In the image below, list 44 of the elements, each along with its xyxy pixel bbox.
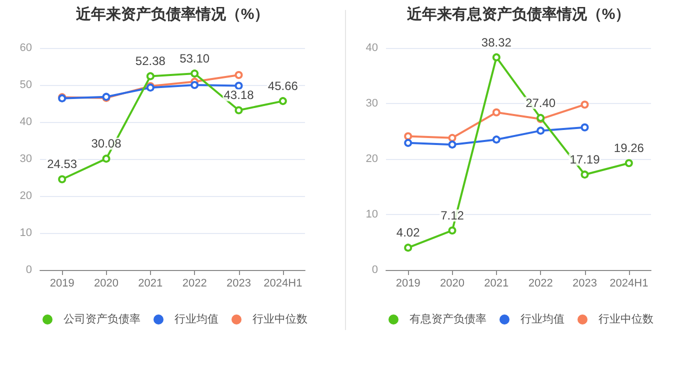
legend-label: 公司资产负债率 — [64, 312, 140, 326]
data-label: 17.19 — [570, 152, 600, 167]
y-tick-label: 20 — [366, 153, 378, 165]
data-label: 30.08 — [91, 136, 122, 151]
legend-label: 行业均值 — [520, 312, 564, 326]
x-tick-label: 2020 — [94, 278, 118, 290]
x-tick-label: 2023 — [226, 278, 251, 290]
legend-label: 有息资产负债率 — [410, 312, 486, 326]
y-tick-label: 0 — [26, 264, 32, 276]
data-label: 4.02 — [396, 226, 420, 240]
chart-title: 近年来资产负债率情况（%） — [74, 5, 270, 23]
x-tick-label: 2019 — [50, 278, 74, 290]
y-tick-label: 40 — [366, 42, 378, 54]
legend-label: 行业中位数 — [598, 312, 654, 326]
x-tick-label: 2021 — [138, 278, 163, 290]
legend-label: 行业中位数 — [252, 312, 308, 326]
data-label: 53.10 — [180, 52, 210, 66]
x-tick-label: 2021 — [484, 278, 509, 290]
data-label: 52.38 — [135, 54, 166, 68]
data-label: 43.18 — [224, 88, 254, 102]
y-tick-label: 30 — [20, 153, 32, 165]
data-label: 19.26 — [614, 141, 644, 156]
x-tick-label: 2022 — [528, 278, 553, 290]
y-tick-label: 30 — [366, 98, 378, 110]
x-tick-label: 2019 — [396, 278, 420, 290]
x-tick-label: 2024H1 — [610, 278, 648, 290]
y-tick-label: 40 — [20, 116, 32, 128]
y-tick-label: 60 — [20, 42, 32, 54]
chart-title: 近年来有息资产负债率情况（%） — [406, 5, 630, 23]
data-label: 27.40 — [526, 96, 556, 110]
x-tick-label: 2020 — [440, 278, 464, 290]
y-tick-label: 20 — [20, 190, 32, 202]
x-tick-label: 2023 — [572, 278, 597, 290]
y-tick-label: 10 — [366, 208, 378, 220]
y-tick-label: 0 — [372, 264, 378, 276]
y-tick-label: 50 — [20, 79, 32, 91]
x-tick-label: 2022 — [182, 278, 207, 290]
data-label: 38.32 — [481, 35, 512, 50]
data-label: 24.53 — [47, 157, 78, 172]
data-label: 7.12 — [440, 208, 464, 222]
y-tick-label: 10 — [20, 227, 32, 239]
legend-label: 行业均值 — [174, 312, 218, 326]
data-label: 45.66 — [268, 79, 298, 94]
x-tick-label: 2024H1 — [264, 278, 302, 290]
